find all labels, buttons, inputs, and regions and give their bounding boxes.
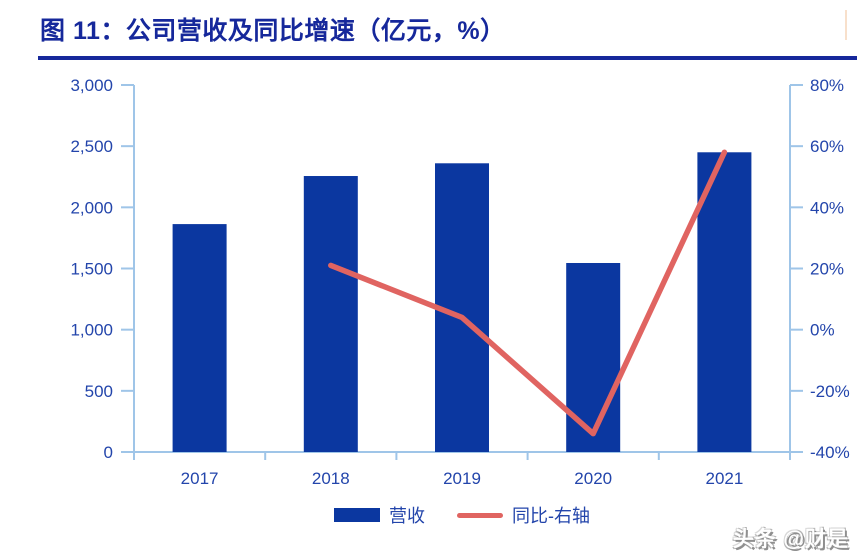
left-axis-tick-label: 1,500	[70, 260, 113, 279]
x-axis-label: 2021	[705, 469, 743, 488]
revenue-bar-swatch	[334, 508, 380, 522]
right-axis-tick-label: 60%	[810, 137, 844, 156]
left-axis-tick-label: 2,500	[70, 137, 113, 156]
right-axis-tick-label: 40%	[810, 198, 844, 217]
legend-item-revenue: 营收	[334, 502, 425, 528]
x-axis-label: 2019	[443, 469, 481, 488]
x-axis-label: 2017	[181, 469, 219, 488]
right-axis-tick-label: -40%	[810, 443, 850, 462]
watermark: 头条 @财是	[732, 528, 849, 551]
left-axis-tick-label: 3,000	[70, 76, 113, 95]
artifact-mark	[845, 10, 847, 40]
revenue-bar	[172, 224, 227, 452]
yoy-line-swatch	[457, 512, 503, 518]
legend: 营收 同比-右轴	[134, 501, 790, 529]
right-axis-tick-label: -20%	[810, 382, 850, 401]
right-axis-tick-label: 0%	[810, 321, 835, 340]
x-axis-label: 2020	[574, 469, 612, 488]
right-axis-tick-label: 20%	[810, 260, 844, 279]
left-axis-tick-label: 0	[104, 443, 113, 462]
right-axis-tick-label: 80%	[810, 76, 844, 95]
x-axis-label: 2018	[312, 469, 350, 488]
revenue-bar	[697, 152, 752, 453]
left-axis-tick-label: 2,000	[70, 198, 113, 217]
figure-title: 图 11：公司营收及同比增速（亿元，%）	[40, 17, 506, 45]
legend-label-yoy: 同比-右轴	[512, 506, 590, 526]
revenue-bar	[566, 262, 621, 452]
title-underline	[38, 56, 857, 60]
legend-item-yoy: 同比-右轴	[457, 502, 590, 528]
left-axis-tick-label: 1,000	[70, 321, 113, 340]
legend-label-revenue: 营收	[389, 506, 425, 526]
revenue-bar	[303, 176, 358, 453]
yoy-line	[328, 149, 728, 437]
left-axis-tick-label: 500	[85, 382, 113, 401]
